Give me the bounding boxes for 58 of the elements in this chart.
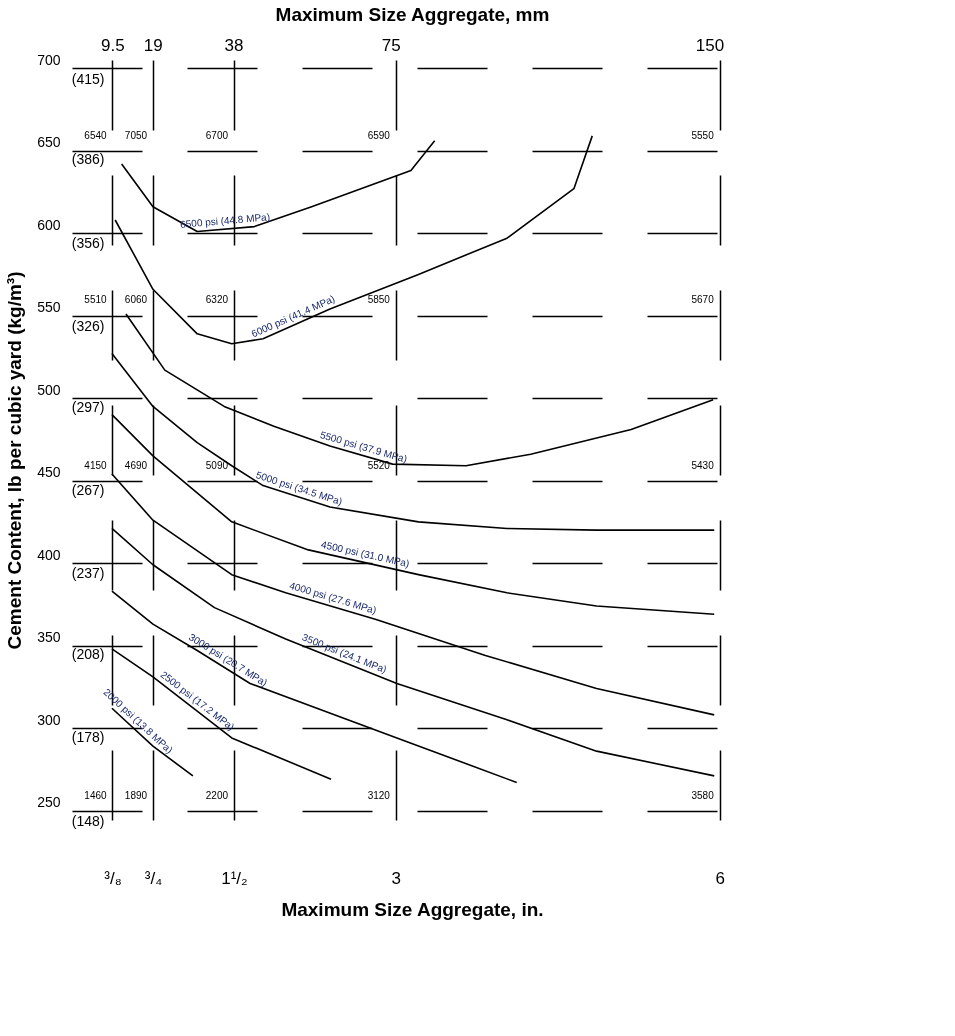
- annotation: 6540: [84, 130, 108, 141]
- text: 4000 psi (27.6 MPa): [288, 579, 378, 616]
- annotation: 2200: [205, 790, 229, 801]
- annotation: 5850: [367, 294, 391, 305]
- x2-tick-label: 75: [381, 35, 401, 55]
- annotation: 1460: [84, 790, 108, 801]
- x-axis-title: Maximum Size Aggregate, in.: [281, 898, 544, 920]
- text: 5000 psi (34.5 MPa): [254, 469, 344, 508]
- annotation: 5090: [205, 460, 229, 472]
- annotation: 1890: [124, 790, 148, 801]
- x-tick-label: 1¹/₂: [221, 868, 248, 888]
- y2-tick-label: (326): [71, 318, 105, 335]
- series-label: 6500 psi (44.8 MPa): [179, 211, 271, 230]
- annotation: 7050: [124, 130, 148, 141]
- annotation: 6320: [205, 294, 229, 305]
- y-tick-label: 350: [37, 629, 61, 646]
- y-tick-label: 600: [37, 216, 61, 233]
- y-tick-label: 650: [37, 134, 61, 151]
- annotation: 3120: [367, 790, 391, 801]
- x-tick-label: 6: [715, 868, 725, 888]
- y2-tick-label: (208): [71, 646, 105, 663]
- y-tick-label: 400: [37, 546, 61, 563]
- annotation: 4690: [124, 460, 148, 472]
- text: 3500 psi (24.1 MPa): [300, 631, 389, 676]
- annotation: 6060: [124, 294, 148, 305]
- annotation: 5510: [84, 294, 108, 305]
- y-tick-label: 550: [37, 299, 61, 316]
- annotation: 5550: [691, 130, 715, 141]
- y2-tick-label: (297): [71, 398, 105, 415]
- x2-tick-label: 9.5: [101, 35, 125, 55]
- y2-tick-label: (415): [71, 70, 105, 87]
- y-tick-label: 300: [37, 711, 61, 728]
- y-tick-label: 700: [37, 51, 61, 68]
- x2-tick-label: 38: [224, 35, 244, 55]
- annotation: 6590: [367, 130, 391, 141]
- annotation: 4150: [84, 460, 108, 472]
- x-tick-label: ³/₄: [144, 868, 163, 888]
- text: 4500 psi (31.0 MPa): [320, 538, 411, 570]
- y2-tick-label: (386): [71, 151, 105, 168]
- x-tick-label: 3: [391, 868, 402, 888]
- y2-tick-label: (237): [71, 565, 105, 582]
- y-tick-label: 500: [37, 381, 61, 398]
- annotation: 5430: [691, 460, 715, 472]
- x-tick-label: ³/₈: [104, 868, 122, 888]
- annotation: 3580: [691, 790, 715, 801]
- annotation: 6700: [205, 130, 229, 141]
- y2-tick-label: (148): [71, 812, 105, 829]
- y-tick-label: 450: [37, 464, 61, 481]
- y-axis-title: Cement Content, lb per cubic yard (kg/m³): [4, 271, 26, 650]
- y2-tick-label: (267): [71, 482, 105, 499]
- y-tick-label: 250: [37, 794, 61, 811]
- y2-tick-label: (356): [71, 234, 105, 251]
- x2-axis-title: Maximum Size Aggregate, mm: [275, 3, 550, 25]
- x2-tick-label: 150: [695, 35, 725, 55]
- x2-tick-label: 19: [143, 35, 163, 55]
- y2-tick-label: (178): [71, 729, 105, 746]
- annotation: 5670: [691, 294, 715, 305]
- text: 6000 psi (41.4 MPa): [249, 292, 337, 340]
